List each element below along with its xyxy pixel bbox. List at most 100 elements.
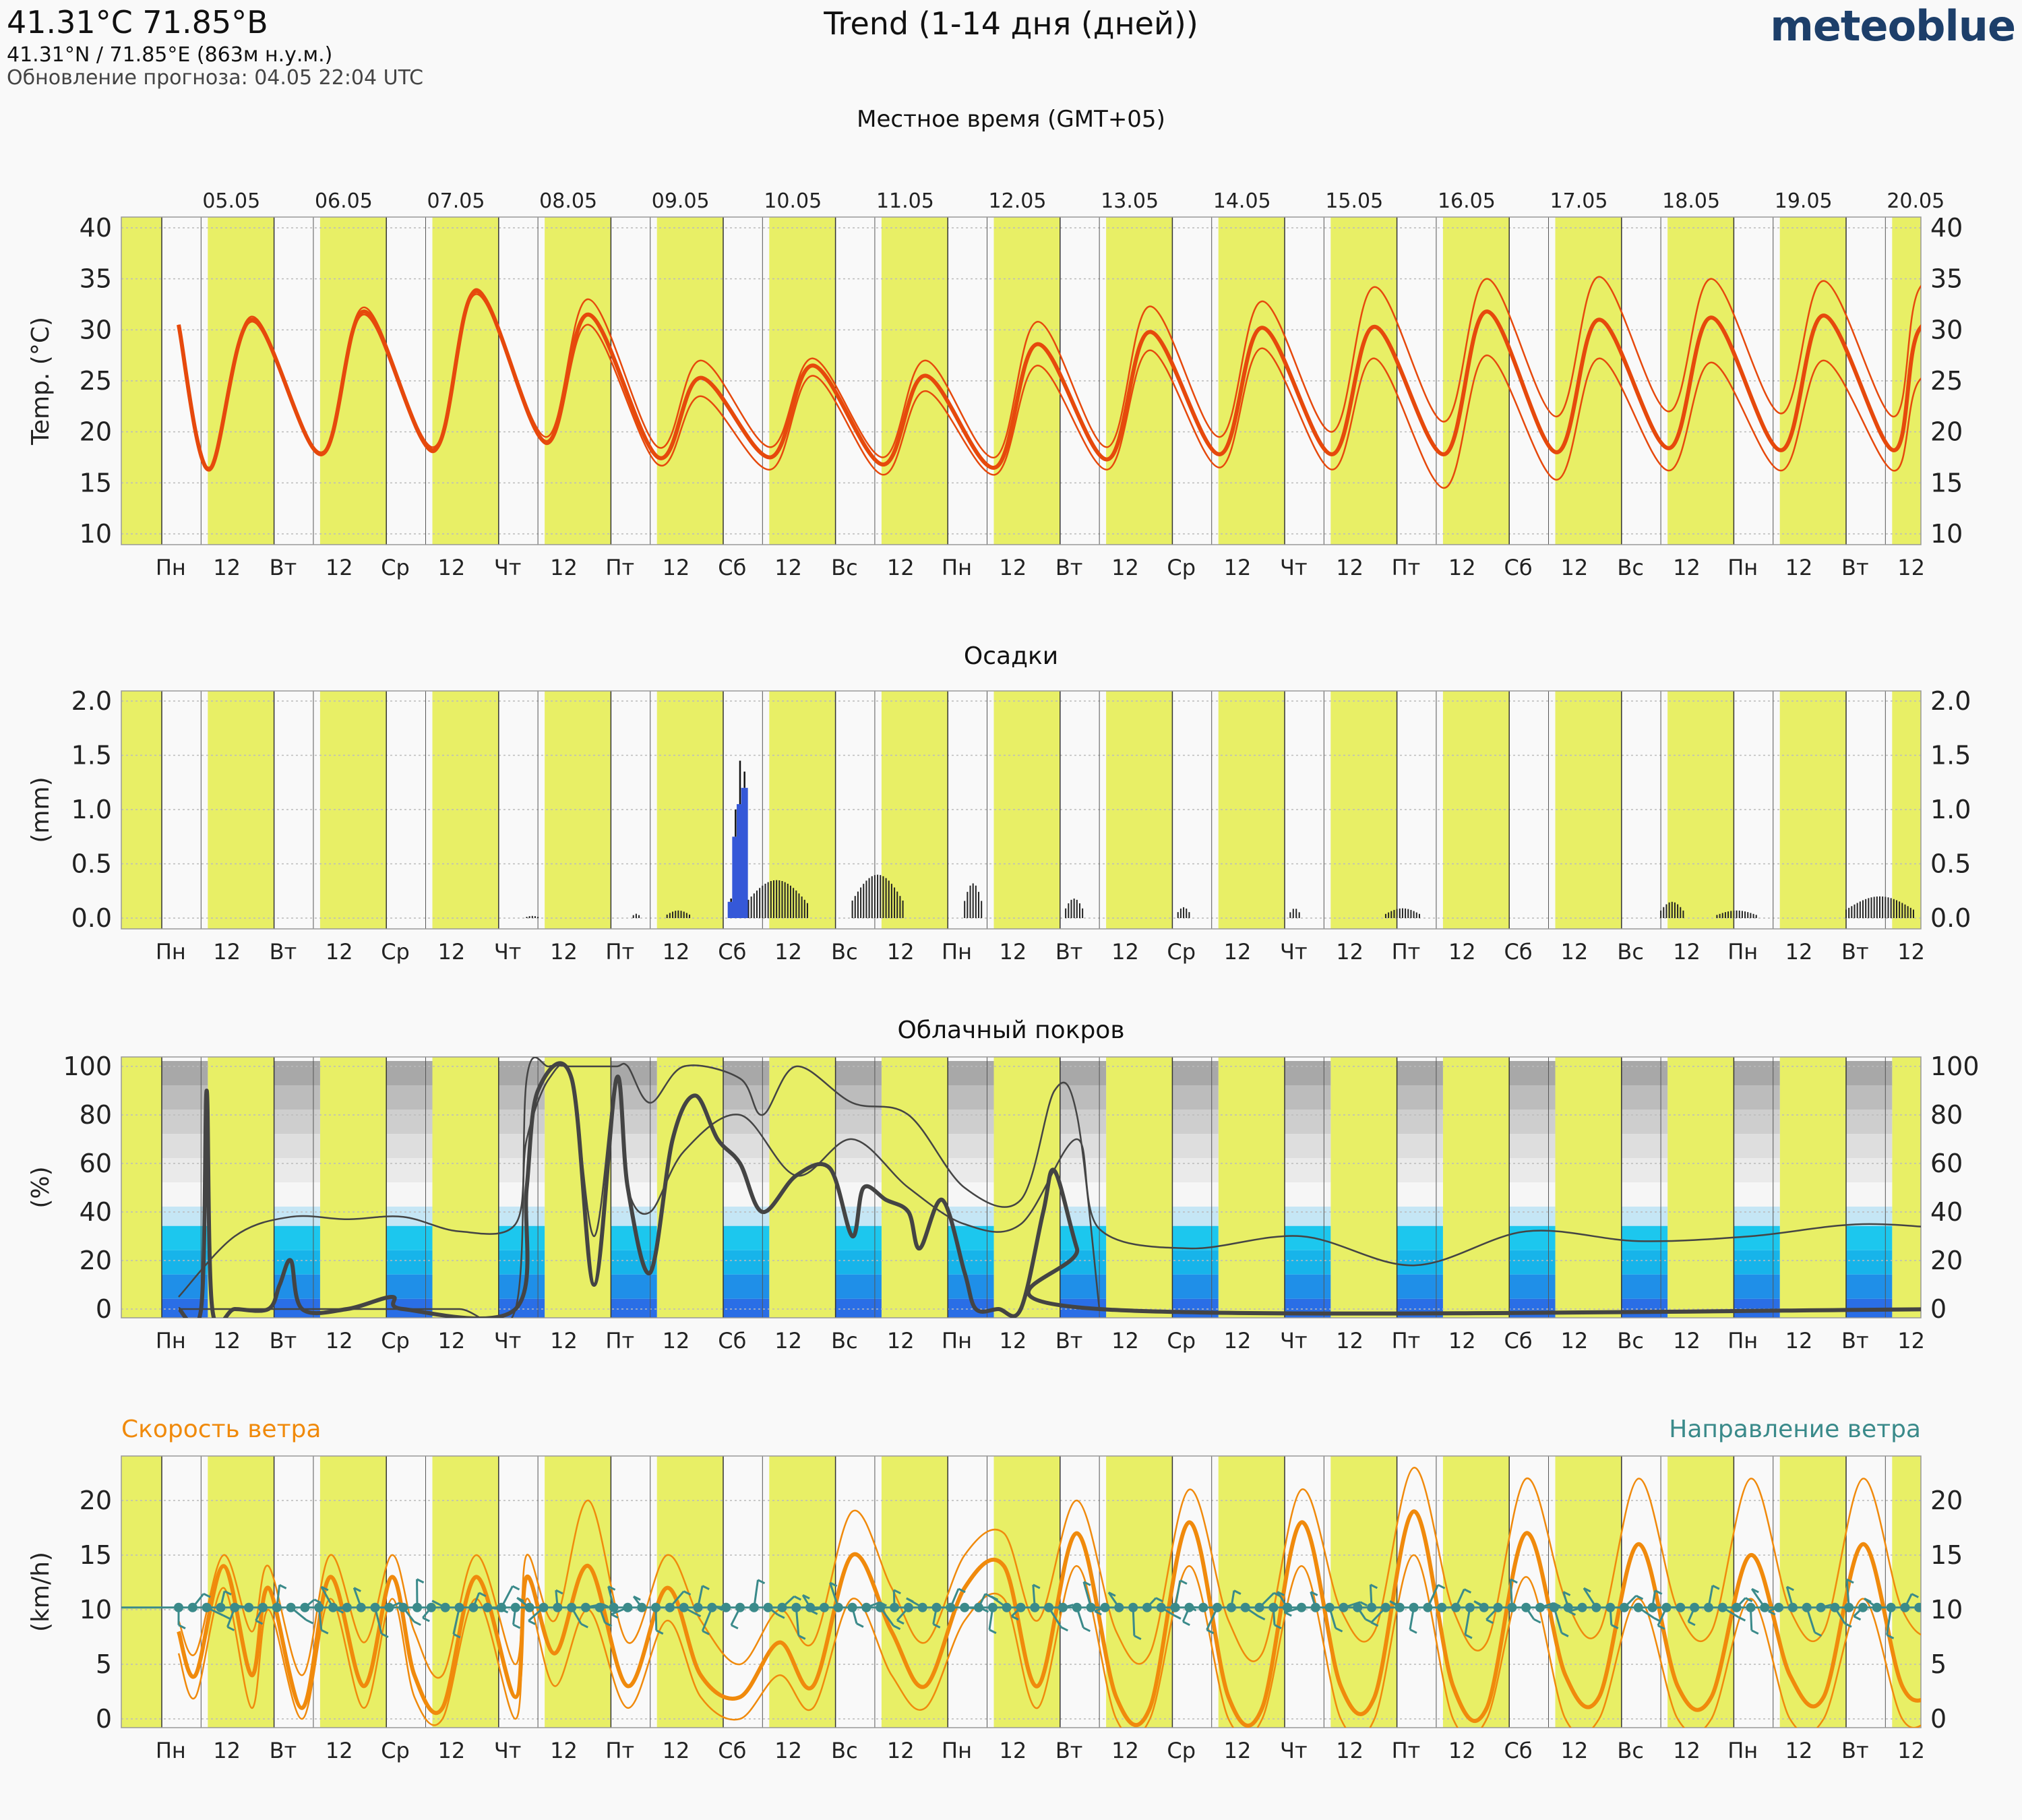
cloud-layer-band <box>1621 1085 1668 1110</box>
noon-label: 12 <box>550 1738 578 1763</box>
weekday-label: Чт <box>1280 1738 1308 1763</box>
wind-barb <box>731 1624 739 1630</box>
wind-barb <box>1688 1620 1696 1627</box>
weekday-label: Сб <box>718 1328 746 1354</box>
plot-frame <box>121 1455 1922 1728</box>
y-tick-label: 10 <box>80 519 112 549</box>
cloud-layer-band <box>1397 1274 1443 1299</box>
wind-direction-dot <box>1703 1602 1713 1612</box>
weekday-label: Пт <box>605 1738 634 1763</box>
cloud-layer-band <box>1285 1134 1331 1159</box>
wind-direction-dot <box>847 1602 857 1612</box>
wind-barb <box>1814 1631 1822 1637</box>
daylight-band <box>319 1057 387 1318</box>
cloud-layer-band <box>948 1250 994 1275</box>
wind-barb <box>381 1633 389 1639</box>
cloud-layer-band <box>1846 1182 1893 1207</box>
noon-label: 12 <box>887 939 915 965</box>
wind-direction-dot <box>946 1602 956 1612</box>
weekday-label: Вс <box>831 1738 858 1763</box>
cloud-layer-band <box>835 1225 882 1250</box>
wind-barb <box>1134 1635 1142 1640</box>
daylight-band <box>432 1057 499 1318</box>
wind-barb <box>1310 1591 1318 1596</box>
y-tick-label: 5 <box>1930 1649 1947 1679</box>
wind-barb <box>633 1596 641 1601</box>
cloud-layer-band <box>1509 1158 1556 1183</box>
noon-label: 12 <box>1673 939 1701 965</box>
cloud-layer-band <box>1172 1225 1219 1250</box>
wind-direction-dot <box>1619 1602 1629 1612</box>
wind-barb <box>604 1621 613 1627</box>
wind-direction-dot <box>426 1602 436 1612</box>
wind-direction-dot <box>707 1602 717 1612</box>
wind-barb <box>528 1620 536 1625</box>
wind-barb <box>1155 1597 1163 1602</box>
cloud-layer-band <box>1734 1061 1780 1086</box>
wind-direction-dot <box>1213 1602 1223 1612</box>
daylight-band <box>1667 691 1734 929</box>
date-label: 09.05 <box>652 189 710 213</box>
cloud-layer-band <box>386 1182 433 1207</box>
date-label: 12.05 <box>989 189 1047 213</box>
y-tick-label: 0.0 <box>1930 903 1971 933</box>
wind-barb <box>1663 1606 1671 1612</box>
weekday-label: Вс <box>831 939 858 965</box>
cloud-layer-band <box>386 1274 433 1299</box>
y-tick-label: 0 <box>96 1294 112 1324</box>
date-label: 08.05 <box>539 189 597 213</box>
wind-direction-dot <box>1479 1602 1489 1612</box>
y-tick-label: 10 <box>1930 1595 1963 1625</box>
wind-barb <box>479 1591 487 1598</box>
data-layer <box>121 1467 1921 1728</box>
date-label: 10.05 <box>764 189 822 213</box>
wind-barb <box>896 1619 905 1625</box>
noon-label: 12 <box>1448 1738 1476 1763</box>
weekday-label: Пн <box>942 1738 972 1763</box>
wind-barb <box>224 1590 232 1596</box>
noon-label: 12 <box>1560 555 1588 580</box>
wind-direction-dot <box>1240 1602 1250 1612</box>
cloud-layer-band <box>1397 1085 1443 1110</box>
timezone-label: Местное время (GMT+05) <box>857 106 1165 133</box>
weekday-label: Вс <box>1617 555 1644 580</box>
wind-direction-dot <box>580 1602 590 1612</box>
wind-direction-dot <box>370 1602 380 1612</box>
panel-temperature: 10 10 15 15 20 20 25 25 30 30 35 35 40 40 Temp. (°C) Пн… <box>27 213 1963 580</box>
cloud-layer-band <box>1285 1110 1331 1134</box>
cloud-layer-band <box>1172 1134 1219 1159</box>
wind-direction-dot <box>1507 1602 1517 1612</box>
wind-barb <box>1562 1591 1571 1596</box>
y-tick-label: 25 <box>80 366 112 396</box>
weekday-label: Сб <box>718 555 746 580</box>
wind-direction-dot <box>272 1602 282 1612</box>
noon-label: 12 <box>1897 1738 1925 1763</box>
y-tick-label: 15 <box>1930 1540 1963 1570</box>
panel-title: Облачный покров <box>897 1017 1124 1044</box>
weekday-label: Вс <box>831 1328 858 1354</box>
wind-direction-dot <box>244 1602 254 1612</box>
wind-barb <box>516 1597 524 1602</box>
wind-barb <box>453 1633 461 1639</box>
cloud-layer-band <box>1060 1085 1107 1110</box>
wind-barb <box>313 1598 321 1604</box>
wind-barb <box>1370 1621 1379 1627</box>
noon-label: 12 <box>437 1328 465 1354</box>
y-tick-label: 35 <box>1930 264 1963 294</box>
weekday-label: Сб <box>1504 939 1532 965</box>
daylight-band <box>1779 1456 1847 1728</box>
wind-direction-dot <box>1128 1602 1138 1612</box>
noon-label: 12 <box>326 939 353 965</box>
weekday-label: Пн <box>942 555 972 580</box>
cloud-layer-band <box>498 1061 545 1086</box>
date-label: 15.05 <box>1325 189 1383 213</box>
wind-barb <box>1274 1624 1282 1629</box>
wind-barb <box>1233 1589 1242 1595</box>
weekday-label: Ср <box>1167 1328 1196 1354</box>
weekday-label: Вс <box>1617 939 1644 965</box>
wind-direction-dot <box>1676 1602 1686 1612</box>
cloud-layer-band <box>274 1250 320 1275</box>
date-label: 07.05 <box>427 189 485 213</box>
wind-barb <box>1485 1618 1494 1625</box>
weekday-label: Пн <box>1727 555 1758 580</box>
